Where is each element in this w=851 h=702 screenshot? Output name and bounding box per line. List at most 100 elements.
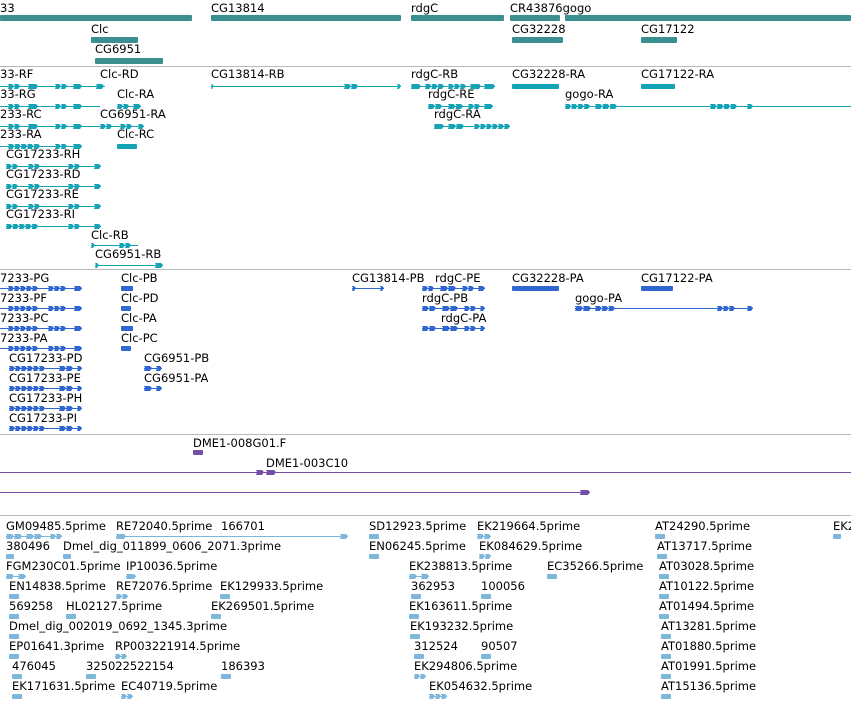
gene-feature[interactable] xyxy=(0,15,194,23)
mrna-label[interactable]: CG17122-RA xyxy=(641,67,715,81)
est-feature[interactable] xyxy=(6,574,28,581)
est-label[interactable]: AT03028.5prime xyxy=(659,559,755,573)
est-feature[interactable] xyxy=(9,594,21,601)
cds-label[interactable]: CG17122-PA xyxy=(641,271,713,285)
cds-label[interactable]: 7233-PG xyxy=(0,271,50,285)
cds-label[interactable]: 7233-PF xyxy=(0,291,47,305)
mrna-label[interactable]: CG17233-RH xyxy=(6,147,81,161)
cds-label[interactable]: rdgC-PB xyxy=(422,291,469,305)
mrna-feature[interactable] xyxy=(6,224,103,231)
est-feature[interactable] xyxy=(9,634,21,641)
est-label[interactable]: Dmel_dig_002019_0692_1345.3prime xyxy=(9,619,228,633)
gene-label[interactable]: rdgC xyxy=(411,1,439,15)
cds-feature[interactable] xyxy=(512,286,561,293)
est-feature[interactable] xyxy=(659,574,671,581)
est-label[interactable]: EK2 xyxy=(833,519,851,533)
est-label[interactable]: AT01880.5prime xyxy=(661,639,757,653)
cds-feature[interactable] xyxy=(144,366,164,373)
est-label[interactable]: Dmel_dig_011899_0606_2071.3prime xyxy=(63,539,282,553)
gene-label[interactable]: 33 xyxy=(0,1,15,15)
mrna-feature[interactable] xyxy=(0,84,107,91)
cds-label[interactable]: Clc-PC xyxy=(121,331,158,345)
est-label[interactable]: 476045 xyxy=(12,659,56,673)
gene-feature[interactable] xyxy=(510,15,562,23)
est-label[interactable]: EC35266.5prime xyxy=(547,559,644,573)
est-label[interactable]: 380496 xyxy=(6,539,50,553)
est-label[interactable]: IP10036.5prime xyxy=(126,559,218,573)
cds-feature[interactable] xyxy=(0,286,84,293)
mrna-label[interactable]: 33-RF xyxy=(0,67,34,81)
est-feature[interactable] xyxy=(116,594,130,601)
cds-feature[interactable] xyxy=(121,326,135,333)
mrna-label[interactable]: 233-RA xyxy=(0,127,42,141)
cds-feature[interactable] xyxy=(9,386,84,393)
est-feature[interactable] xyxy=(66,614,78,621)
mrna-feature[interactable] xyxy=(117,104,143,111)
est-label[interactable]: EK054632.5prime xyxy=(429,679,533,693)
mrna-feature[interactable] xyxy=(0,124,102,131)
est-feature[interactable] xyxy=(479,554,493,561)
est-label[interactable]: EC40719.5prime xyxy=(121,679,218,693)
est-feature[interactable] xyxy=(409,574,431,581)
cds-feature[interactable] xyxy=(422,286,487,293)
mrna-label[interactable]: Clc-RB xyxy=(91,228,129,242)
est-label[interactable]: 90507 xyxy=(481,639,518,653)
mrna-feature[interactable] xyxy=(411,84,497,91)
est-label[interactable]: 100056 xyxy=(481,579,525,593)
est-label[interactable]: EK171631.5prime xyxy=(12,679,116,693)
mrna-label[interactable]: CG17233-RI xyxy=(6,207,76,221)
gene-label[interactable]: Clc xyxy=(91,22,109,36)
mrna-feature[interactable] xyxy=(0,144,84,151)
est-label[interactable]: EK163611.5prime xyxy=(409,599,513,613)
cds-label[interactable]: CG17233-PE xyxy=(9,371,81,385)
gene-label[interactable]: CG17122 xyxy=(641,22,695,36)
mrna-label[interactable]: CG17233-RE xyxy=(6,187,79,201)
gene-feature[interactable] xyxy=(91,37,140,45)
mrna-label[interactable]: CG6951-RB xyxy=(95,247,162,261)
est-feature[interactable] xyxy=(414,654,426,661)
est-feature[interactable] xyxy=(481,594,493,601)
cds-feature[interactable] xyxy=(352,286,386,293)
cds-feature[interactable] xyxy=(575,306,755,313)
clone-feature[interactable] xyxy=(193,450,205,457)
est-feature[interactable] xyxy=(411,594,423,601)
est-label[interactable]: AT24290.5prime xyxy=(655,519,751,533)
est-feature[interactable] xyxy=(661,634,673,641)
mrna-feature[interactable] xyxy=(211,84,403,91)
mrna-feature[interactable] xyxy=(100,124,146,131)
gene-feature[interactable] xyxy=(565,15,851,23)
mrna-feature[interactable] xyxy=(512,84,561,91)
est-feature[interactable] xyxy=(409,614,421,621)
cds-label[interactable]: rdgC-PE xyxy=(435,271,481,285)
est-feature[interactable] xyxy=(9,614,21,621)
cds-label[interactable]: CG17233-PH xyxy=(9,391,83,405)
mrna-feature[interactable] xyxy=(6,204,103,211)
mrna-label[interactable]: Clc-RC xyxy=(117,127,155,141)
est-feature[interactable] xyxy=(833,534,843,541)
est-feature[interactable] xyxy=(659,614,671,621)
est-label[interactable]: EK084629.5prime xyxy=(479,539,583,553)
est-label[interactable]: RE72040.5prime xyxy=(116,519,213,533)
clone-label[interactable]: DME1-008G01.F xyxy=(193,436,287,450)
est-label[interactable]: EK269501.5prime xyxy=(211,599,315,613)
est-feature[interactable] xyxy=(657,554,669,561)
mrna-feature[interactable] xyxy=(117,144,139,151)
cds-label[interactable]: CG17233-PI xyxy=(9,411,78,425)
est-label[interactable]: EK129933.5prime xyxy=(220,579,324,593)
est-label[interactable]: 166701 xyxy=(221,519,265,533)
mrna-label[interactable]: CG17233-RD xyxy=(6,167,81,181)
est-feature[interactable] xyxy=(12,674,24,681)
est-label[interactable]: EK219664.5prime xyxy=(477,519,581,533)
est-feature[interactable] xyxy=(12,694,24,701)
cds-label[interactable]: 7233-PC xyxy=(0,311,49,325)
est-label[interactable]: AT13717.5prime xyxy=(657,539,753,553)
cds-feature[interactable] xyxy=(121,286,135,293)
cds-feature[interactable] xyxy=(121,346,133,353)
gene-feature[interactable] xyxy=(411,15,506,23)
est-label[interactable]: 362953 xyxy=(411,579,455,593)
cds-feature[interactable] xyxy=(121,306,133,313)
est-feature[interactable] xyxy=(211,614,223,621)
est-feature[interactable] xyxy=(369,534,381,541)
est-feature[interactable] xyxy=(481,654,493,661)
est-feature[interactable] xyxy=(369,554,381,561)
